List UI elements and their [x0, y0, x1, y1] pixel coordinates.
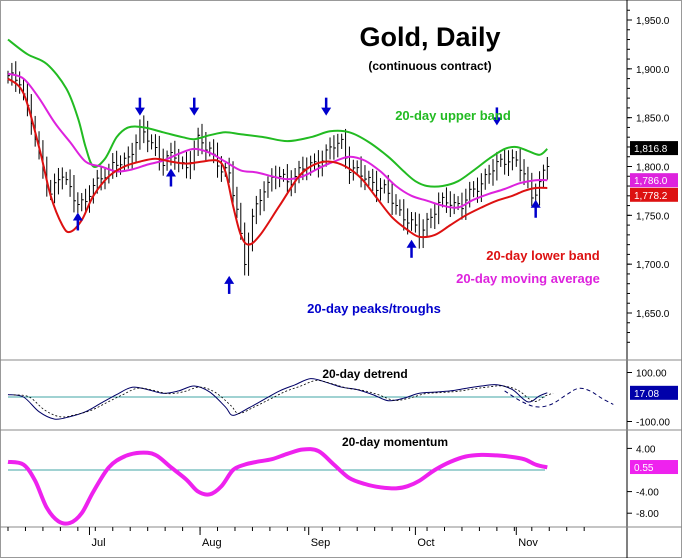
lower-band-line: [7, 77, 548, 246]
x-tick-label: Jul: [91, 537, 105, 549]
moving-average-line: [7, 72, 548, 209]
detrend-tick-label: 100.00: [636, 369, 667, 380]
trough-arrow: [165, 168, 176, 187]
peak-arrow: [491, 107, 502, 126]
price-tick-label: 1,650.0: [636, 309, 670, 320]
y-axis-momentum: 4.00 -4.00 -8.00: [627, 444, 659, 520]
price-tick-label: 1,900.0: [636, 65, 670, 76]
badge-box: [630, 385, 678, 400]
y-axis-detrend: 100.00 -100.00: [627, 369, 670, 429]
moving-average-label: 20-day moving average: [456, 271, 600, 286]
momentum-tick-label: -4.00: [636, 488, 659, 499]
arrow-head: [321, 107, 332, 116]
momentum-title: 20-day momentum: [342, 435, 448, 449]
detrend-tick-label: -100.00: [636, 418, 670, 429]
arrow-head: [224, 275, 235, 284]
upper-band-label: 20-day upper band: [395, 108, 511, 123]
badge-text: 1,778.2: [634, 191, 668, 202]
chart-title: Gold, Daily: [359, 22, 500, 52]
trough-arrow: [224, 275, 235, 294]
grid-layer: [8, 396, 545, 471]
x-tick-label: Oct: [417, 537, 434, 549]
badge-text: 1,816.8: [634, 144, 668, 155]
detrend-line: [7, 378, 548, 420]
badge-text: 0.55: [634, 463, 654, 474]
arrow-head: [530, 199, 541, 208]
trough-arrow: [406, 239, 417, 258]
detrend-title: 20-day detrend: [322, 367, 407, 381]
momentum-panel: [7, 447, 548, 526]
moving-average-value-badge: 1,786.0: [630, 173, 678, 188]
arrow-head: [406, 239, 417, 248]
chart-subtitle: (continuous contract): [368, 59, 491, 73]
arrow-head: [72, 212, 83, 221]
detrend-projection-line: [504, 387, 614, 408]
badge-box: [630, 460, 678, 475]
y-axis-price: 1,950.0 1,900.0 1,850.0 1,800.0 1,750.0 1,700…: [627, 9, 670, 343]
price-tick-label: 1,950.0: [636, 16, 670, 27]
x-tick-label: Sep: [311, 537, 331, 549]
price-tick-label: 1,800.0: [636, 163, 670, 174]
detrend-value-badge: 17.08: [630, 385, 678, 400]
peaks-troughs-label: 20-day peaks/troughs: [307, 301, 441, 316]
x-axis: Jul Aug Sep Oct Nov: [7, 527, 585, 549]
lower-band-label: 20-day lower band: [486, 248, 599, 263]
trough-arrow: [72, 212, 83, 231]
close-value-badge: 1,816.8: [630, 141, 678, 156]
peak-arrow: [321, 97, 332, 116]
badge-text: 1,786.0: [634, 176, 668, 187]
detrend-cycle-line: [13, 380, 554, 418]
detrend-panel: [7, 378, 614, 420]
peak-arrow: [189, 97, 200, 116]
momentum-line: [7, 447, 548, 526]
price-tick-label: 1,700.0: [636, 260, 670, 271]
lower-band-value-badge: 1,778.2: [630, 187, 678, 202]
arrow-head: [491, 117, 502, 126]
price-tick-label: 1,850.0: [636, 114, 670, 125]
bands-layer: [7, 38, 548, 246]
value-badges: 1,778.2 1,786.0 1,816.8 17.08 0.55: [630, 141, 678, 475]
x-tick-label: Nov: [518, 537, 538, 549]
badge-box: [630, 173, 678, 188]
badge-text: 17.08: [634, 389, 659, 400]
peak-arrow: [134, 97, 145, 116]
momentum-tick-label: -8.00: [636, 509, 659, 520]
badge-box: [630, 187, 678, 202]
x-tick-label: Aug: [202, 537, 222, 549]
arrow-head: [189, 107, 200, 116]
badge-box: [630, 141, 678, 156]
momentum-value-badge: 0.55: [630, 460, 678, 475]
arrow-head: [165, 168, 176, 177]
price-tick-label: 1,750.0: [636, 211, 670, 222]
peaks-troughs-arrows: [72, 97, 541, 294]
momentum-tick-label: 4.00: [636, 444, 656, 455]
trough-arrow: [530, 199, 541, 218]
arrow-head: [134, 107, 145, 116]
